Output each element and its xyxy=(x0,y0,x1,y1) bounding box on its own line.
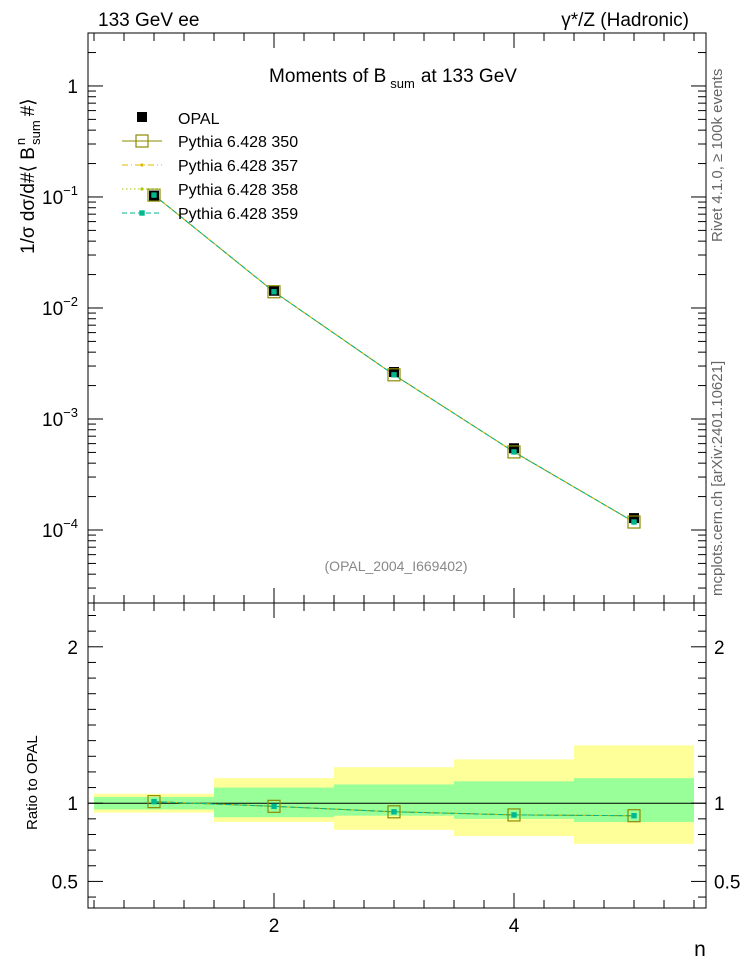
ratio-y-axis-label: Ratio to OPAL xyxy=(24,735,41,830)
legend-marker xyxy=(139,210,145,216)
ratio-series-point xyxy=(147,795,161,809)
series-point xyxy=(627,515,641,529)
series-lines xyxy=(153,194,635,817)
legend-marker xyxy=(140,187,144,191)
y-axis-label-b: #⟩ xyxy=(18,98,39,116)
y-tick-label: 10−1 xyxy=(42,183,78,209)
ratio-series-point xyxy=(387,805,401,819)
chart-title: Moments of B sum at 133 GeV xyxy=(269,66,517,91)
series-line xyxy=(153,194,635,523)
y-axis-label-sub: sum xyxy=(28,120,43,145)
y-tick-label-base: 10 xyxy=(42,188,63,209)
legend-label: Pythia 6.428 350 xyxy=(178,134,298,151)
ratio-y-tick-label: 0.5 xyxy=(52,872,78,893)
header-right: γ*/Z (Hadronic) xyxy=(561,10,689,31)
legend: OPAL Pythia 6.428 350 Pythia 6.428 357 Pyth… xyxy=(122,111,298,223)
ratio-y-tick-label: 1 xyxy=(67,794,78,815)
series-line xyxy=(153,194,635,523)
mcplots-label: mcplots.cern.ch [arXiv:2401.10621] xyxy=(709,361,726,596)
ratio-series-point xyxy=(631,813,637,819)
chart-title-tail: at 133 GeV xyxy=(421,66,517,87)
series-point xyxy=(271,289,277,295)
data-point xyxy=(389,367,399,378)
legend-marker xyxy=(135,134,149,148)
chart-title-main: Moments of B xyxy=(269,66,386,87)
series-point xyxy=(387,368,401,382)
ratio-y-tick-label-right: 1 xyxy=(714,794,725,815)
legend-label: Pythia 6.428 358 xyxy=(178,182,298,199)
y-tick-label-base: 10 xyxy=(42,410,63,431)
y-tick-label-base: 10 xyxy=(42,299,63,320)
y-tick-label: 1 xyxy=(67,77,78,98)
y-tick-label: 10−4 xyxy=(42,516,78,542)
rivet-label: Rivet 4.1.0, ≥ 100k events xyxy=(709,69,726,242)
y-tick-label: 10−3 xyxy=(42,405,78,431)
ratio-y-tick-label: 2 xyxy=(67,638,78,659)
y-axis-label-a: 1/σ dσ/d#⟨ B xyxy=(18,147,39,254)
chart-title-sub: sum xyxy=(390,76,415,91)
series-point xyxy=(631,519,637,525)
ratio-series-point xyxy=(627,809,641,823)
series-line xyxy=(153,194,635,523)
ratio-series-point xyxy=(391,809,397,815)
legend-label: Pythia 6.428 359 xyxy=(178,206,298,223)
y-tick-label-exp: −1 xyxy=(63,183,78,198)
ratio-series-point xyxy=(511,812,517,818)
ratio-series-point xyxy=(267,799,281,813)
analysis-id: (OPAL_2004_I669402) xyxy=(325,558,468,574)
data-point xyxy=(629,513,639,524)
series-markers xyxy=(147,188,641,823)
series-point xyxy=(511,449,517,455)
legend-label-data: OPAL xyxy=(178,111,220,128)
series-point xyxy=(391,372,397,378)
ratio-y-tick-label-right: 0.5 xyxy=(714,872,740,893)
legend-marker-data xyxy=(137,112,147,122)
ratio-bands xyxy=(88,745,706,844)
x-axis-label: n xyxy=(694,938,706,961)
y-axis-label: 1/σ dσ/d#⟨ B nsum #⟩ xyxy=(13,98,43,254)
legend-marker xyxy=(140,163,144,167)
series-line xyxy=(153,194,635,523)
y-tick-label-exp: −2 xyxy=(63,294,78,309)
series-point xyxy=(151,192,157,198)
header-left: 133 GeV ee xyxy=(98,10,199,31)
plot-frames xyxy=(87,32,707,909)
ratio-series-point xyxy=(271,803,277,810)
ratio-series-point xyxy=(507,808,521,822)
ratio-y-tick-label-right: 2 xyxy=(714,638,725,659)
y-tick-label: 10−2 xyxy=(42,294,78,320)
y-tick-label-exp: −3 xyxy=(63,405,78,420)
ratio-series-point xyxy=(151,798,157,805)
x-tick-label: 2 xyxy=(269,916,280,937)
y-tick-label-exp: −4 xyxy=(63,516,78,531)
series-point xyxy=(507,445,521,459)
x-tick-label: 4 xyxy=(509,916,520,937)
ratio-plot-frame xyxy=(87,602,707,909)
y-axis-label-sup: n xyxy=(13,138,28,145)
series-point xyxy=(267,285,281,299)
data-point xyxy=(509,443,519,454)
y-tick-label-base: 10 xyxy=(42,521,63,542)
legend-label: Pythia 6.428 357 xyxy=(178,158,298,175)
